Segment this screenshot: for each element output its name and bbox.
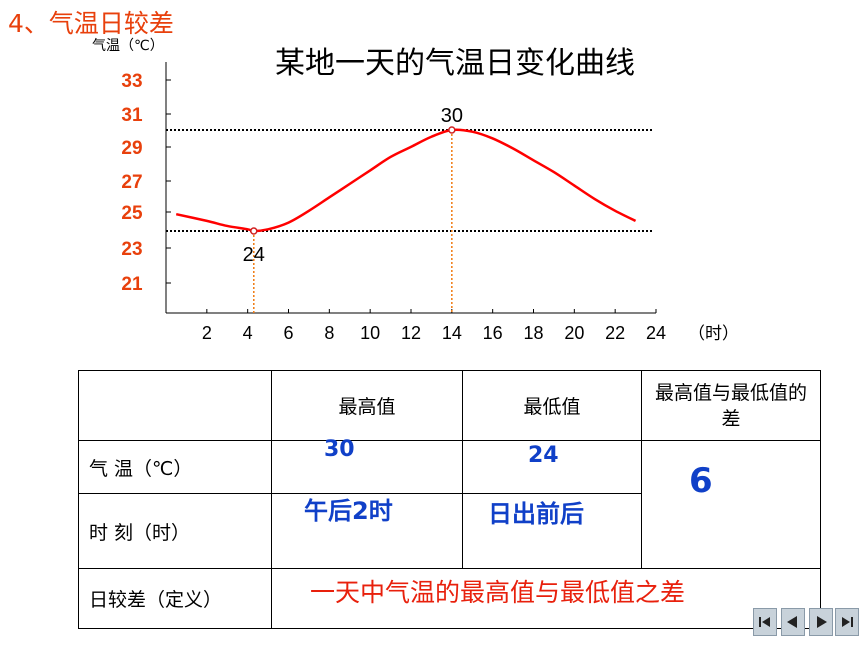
x-tick-label: 18 <box>523 323 543 343</box>
y-tick-label: 31 <box>121 105 143 126</box>
cell-diff: 6 <box>641 440 821 569</box>
min-temp-value: 24 <box>528 443 559 468</box>
chart-title: 某地一天的气温日变化曲线 <box>275 46 635 81</box>
section-title: 4、气温日较差 <box>8 9 174 38</box>
cell-max-time: 午后2时 <box>271 493 463 569</box>
cell-min-temp: 24 <box>462 440 642 494</box>
x-tick-label: 6 <box>283 323 293 343</box>
x-tick-label: 22 <box>605 323 625 343</box>
temperature-series-line <box>175 128 637 233</box>
last-slide-button[interactable] <box>835 608 859 636</box>
table-header-max: 最高值 <box>271 370 463 441</box>
row-label-temperature: 气 温（℃） <box>78 440 272 494</box>
extreme-markers: 30 24 <box>243 105 463 266</box>
max-point-label: 30 <box>441 105 463 127</box>
y-tick-label: 21 <box>121 274 143 295</box>
y-tick-label: 29 <box>121 138 142 159</box>
x-tick-label: 12 <box>401 323 421 343</box>
y-axis-label: 气温（℃） <box>92 38 164 54</box>
first-slide-button[interactable] <box>753 608 777 636</box>
diff-value: 6 <box>689 461 713 501</box>
row-label-time: 时 刻（时） <box>78 493 272 569</box>
x-tick-label: 8 <box>324 323 334 343</box>
prev-slide-icon <box>787 616 797 628</box>
y-tick-label: 23 <box>121 239 142 260</box>
next-slide-icon <box>817 616 827 628</box>
min-point <box>250 227 258 235</box>
first-slide-icon <box>759 617 770 627</box>
x-axis-label: （时） <box>688 324 739 344</box>
y-tick-label: 33 <box>121 71 142 92</box>
x-tick-label: 10 <box>360 323 380 343</box>
x-tick-label: 20 <box>564 323 584 343</box>
x-tick-label: 16 <box>483 323 503 343</box>
x-tick-label: 2 <box>202 323 212 343</box>
temperature-curve <box>175 128 637 233</box>
table-header-diff: 最高值与最低值的差 <box>641 370 821 441</box>
prev-slide-button[interactable] <box>781 608 805 636</box>
definition-text: 一天中气温的最高值与最低值之差 <box>310 578 686 607</box>
min-time-value: 日出前后 <box>488 500 584 528</box>
diff-header-text: 最高值与最低值的差 <box>654 381 807 430</box>
x-tick-label: 4 <box>243 323 253 343</box>
max-temp-value: 30 <box>324 437 355 462</box>
y-tick-label: 25 <box>121 203 143 224</box>
next-slide-button[interactable] <box>809 608 833 636</box>
cell-min-time: 日出前后 <box>462 493 642 569</box>
temperature-table: 最高值 最低值 最高值与最低值的差 气 温（℃） 30 24 6 时 刻（时） … <box>78 370 821 629</box>
row-label-range: 日较差（定义） <box>78 568 272 629</box>
max-point <box>448 126 456 134</box>
x-tick-label: 24 <box>646 323 666 343</box>
y-tick-label: 27 <box>121 172 142 193</box>
cell-definition: 一天中气温的最高值与最低值之差 <box>271 568 821 629</box>
chart-axes <box>165 62 657 314</box>
min-point-label: 24 <box>243 244 265 266</box>
reference-lines <box>166 129 652 313</box>
table-header-min: 最低值 <box>462 370 642 441</box>
last-slide-icon <box>842 617 853 627</box>
max-time-value: 午后2时 <box>304 497 393 525</box>
cell-max-temp: 30 <box>271 437 463 494</box>
x-tick-label: 14 <box>442 323 462 343</box>
table-header-empty <box>78 370 272 441</box>
